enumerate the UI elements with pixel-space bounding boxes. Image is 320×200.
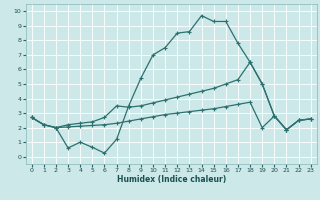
X-axis label: Humidex (Indice chaleur): Humidex (Indice chaleur) bbox=[116, 175, 226, 184]
